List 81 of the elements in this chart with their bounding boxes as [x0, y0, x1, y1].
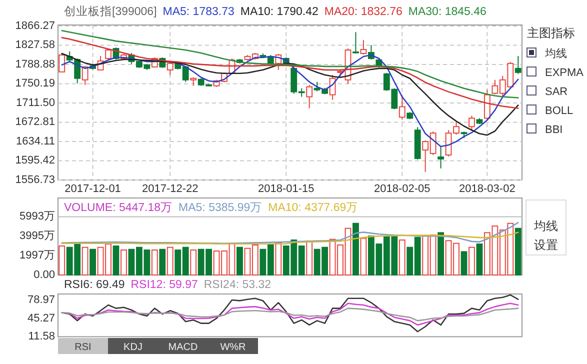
line-series — [61, 232, 519, 245]
text: BBI — [545, 124, 563, 136]
bar — [151, 250, 158, 276]
line-series — [61, 308, 519, 322]
y-tick-label: 3995万 — [20, 230, 55, 242]
y-tick-label: 1711.50 — [16, 96, 55, 109]
candlestick — [484, 89, 490, 120]
bar — [438, 232, 444, 276]
text: 均线 — [544, 47, 567, 60]
y-tick-label: 1595.42 — [15, 154, 55, 167]
candlestick — [438, 146, 444, 169]
line-series — [61, 294, 519, 332]
text: BOLL — [545, 105, 574, 117]
text: SAR — [545, 86, 568, 98]
y-tick-label: 0.00 — [34, 268, 55, 281]
y-tick-label: 1634.11 — [16, 135, 55, 148]
x-tick-label: 2018-02-05 — [374, 183, 430, 195]
line-series — [61, 30, 519, 98]
x-tick-label: 2017-12-22 — [142, 183, 198, 195]
candlestick — [360, 40, 367, 55]
bar — [514, 228, 522, 276]
candlestick — [398, 94, 406, 120]
text: MA20: 1832.76 — [324, 6, 402, 18]
text: 主图指标 — [527, 26, 575, 40]
candlestick — [166, 62, 174, 76]
x-tick-label: 2018-01-15 — [258, 183, 314, 195]
text: 设置 — [534, 238, 558, 252]
y-tick-label: 5993万 — [20, 210, 55, 223]
bar — [398, 240, 406, 276]
y-tick-label: 1827.58 — [15, 39, 55, 52]
text: W%R — [220, 342, 246, 353]
text: MA30: 1845.46 — [408, 6, 486, 18]
y-tick-label: 45.27 — [27, 312, 55, 324]
candlestick — [352, 32, 359, 54]
chart-title: 创业板指[399006] — [64, 5, 157, 18]
bar — [159, 248, 166, 276]
bar — [275, 242, 282, 276]
line-series — [61, 36, 519, 109]
y-tick-label: 1997万 — [20, 249, 55, 262]
bar — [166, 246, 174, 276]
bar — [120, 250, 127, 276]
text: KDJ — [124, 342, 142, 353]
candlestick — [468, 115, 475, 131]
y-tick-label: 1556.73 — [15, 174, 55, 186]
y-tick-label: 1750.19 — [15, 78, 55, 90]
bar — [90, 248, 96, 276]
bar — [236, 246, 243, 276]
x-tick-label: 2018-03-02 — [459, 183, 516, 195]
y-tick-label: 78.97 — [27, 294, 55, 306]
candlestick — [58, 53, 66, 72]
text: EXPMA — [545, 67, 584, 79]
text: MA5: 1783.73 — [162, 6, 234, 18]
text: MA5: 5385.99万 — [178, 201, 262, 214]
line-series — [61, 222, 519, 244]
bar — [190, 250, 197, 276]
y-tick-label: 1672.81 — [15, 116, 55, 128]
series-label: RSI24: 53.32 — [204, 279, 272, 291]
y-tick-label: 1788.88 — [15, 58, 55, 70]
bar — [360, 238, 367, 276]
bar — [82, 246, 88, 276]
series-label: RSI6: 69.49 — [64, 279, 125, 291]
candlestick — [514, 55, 522, 74]
bar — [112, 246, 120, 276]
text: RSI — [74, 342, 92, 353]
text: MA10: 4377.69万 — [268, 201, 358, 214]
bar — [352, 222, 359, 276]
series-label: RSI12: 59.97 — [130, 279, 198, 291]
text: MACD — [168, 342, 198, 353]
text: 均线 — [533, 219, 558, 233]
y-tick-label: 1866.27 — [15, 20, 55, 32]
text: VOLUME: 5447.18万 — [64, 201, 173, 214]
candlestick — [306, 84, 313, 109]
y-tick-label: 11.58 — [28, 330, 55, 343]
x-tick-label: 2017-12-01 — [64, 183, 121, 195]
bar — [460, 251, 468, 276]
candlestick — [82, 65, 88, 86]
bar — [58, 246, 66, 276]
text: MA10: 1790.42 — [240, 6, 318, 18]
bar — [306, 240, 313, 276]
bar — [476, 244, 483, 276]
bar — [468, 246, 475, 276]
